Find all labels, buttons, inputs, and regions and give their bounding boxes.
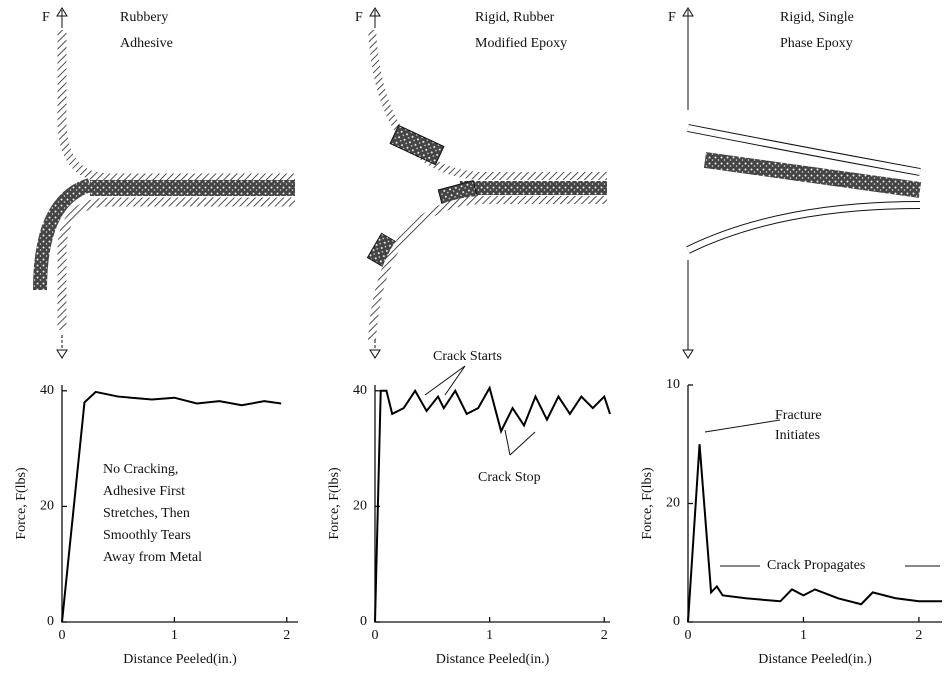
y-tick-label: 0: [47, 614, 54, 629]
annotation: Fracture: [775, 408, 822, 423]
annotation: Crack Propagates: [767, 558, 865, 573]
x-axis-label: Distance Peeled(in.): [123, 652, 237, 667]
diagram-single-phase: [683, 8, 920, 358]
diagram-title: Rigid, Single: [780, 10, 854, 25]
annotation: Smoothly Tears: [103, 528, 191, 543]
data-line: [375, 388, 610, 622]
diagram-title: Modified Epoxy: [475, 36, 567, 51]
annotation: Initiates: [775, 428, 820, 443]
x-tick-label: 2: [283, 628, 290, 643]
diagram-title: Adhesive: [120, 36, 173, 51]
annotation: Adhesive First: [103, 484, 185, 499]
annotation-arrows: [425, 366, 940, 566]
y-tick-label: 20: [353, 499, 367, 514]
y-axis-label: Force, F(lbs): [640, 467, 655, 540]
diagram-title: Rigid, Rubber: [475, 10, 555, 25]
x-tick-label: 0: [59, 628, 66, 643]
diagram-title: Phase Epoxy: [780, 36, 853, 51]
x-tick-label: 2: [915, 628, 922, 643]
y-axis-label: Force, F(lbs): [14, 467, 29, 540]
y-tick-label: 10: [666, 377, 680, 392]
x-axis-label: Distance Peeled(in.): [436, 652, 550, 667]
axes: [375, 385, 610, 622]
y-axis-label: Force, F(lbs): [327, 467, 342, 540]
annotation: Crack Stop: [478, 470, 541, 485]
x-tick-label: 0: [685, 628, 692, 643]
y-tick-label: 20: [666, 496, 680, 511]
force-label: F: [355, 10, 363, 25]
y-tick-label: 20: [40, 499, 54, 514]
annotation: No Cracking,: [103, 462, 178, 477]
y-tick-label: 40: [40, 383, 54, 398]
x-tick-label: 1: [800, 628, 807, 643]
x-tick-label: 1: [171, 628, 178, 643]
x-tick-label: 0: [372, 628, 379, 643]
annotation: Stretches, Then: [103, 506, 190, 521]
diagram-rubber-modified: [367, 8, 607, 358]
diagram-title: Rubbery: [120, 10, 168, 25]
y-tick-label: 40: [353, 383, 367, 398]
data-line: [688, 444, 942, 622]
annotation: Away from Metal: [103, 550, 202, 565]
annotation: Crack Starts: [433, 349, 502, 364]
x-tick-label: 1: [486, 628, 493, 643]
y-tick-label: 0: [673, 614, 680, 629]
diagram-rubbery: [40, 8, 295, 358]
force-label: F: [42, 10, 50, 25]
figure: F Rubbery Adhesive F Rigid, Rubber Modified E…: [0, 0, 949, 672]
x-axis-label: Distance Peeled(in.): [758, 652, 872, 667]
x-tick-label: 2: [601, 628, 608, 643]
force-label: F: [668, 10, 676, 25]
y-tick-label: 0: [360, 614, 367, 629]
axes: [62, 385, 298, 622]
